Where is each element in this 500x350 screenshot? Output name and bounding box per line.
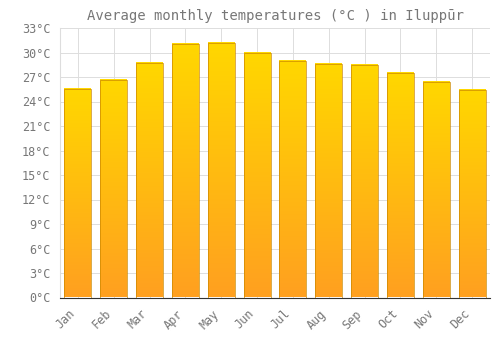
Bar xyxy=(64,89,92,298)
Bar xyxy=(351,65,378,298)
Bar xyxy=(458,90,485,298)
Bar xyxy=(280,61,306,298)
Bar xyxy=(244,52,270,298)
Bar xyxy=(172,44,199,298)
Bar xyxy=(208,43,234,298)
Bar xyxy=(387,73,414,298)
Bar xyxy=(423,82,450,298)
Bar xyxy=(136,63,163,298)
Title: Average monthly temperatures (°C ) in Iluppūr: Average monthly temperatures (°C ) in Il… xyxy=(86,9,464,23)
Bar xyxy=(316,64,342,298)
Bar xyxy=(100,80,127,298)
